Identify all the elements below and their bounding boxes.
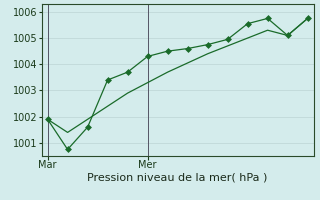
X-axis label: Pression niveau de la mer( hPa ): Pression niveau de la mer( hPa ) bbox=[87, 173, 268, 183]
